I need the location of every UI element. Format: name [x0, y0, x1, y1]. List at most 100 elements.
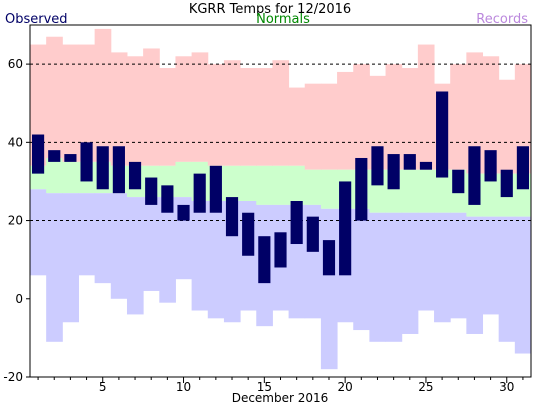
record-high-band [288, 87, 306, 166]
record-high-band [320, 83, 338, 170]
observed-bar [64, 154, 77, 162]
record-low-band [159, 197, 176, 303]
x-tick-label: 10 [176, 380, 191, 394]
record-high-band [143, 48, 160, 166]
observed-bar [128, 161, 142, 190]
record-low-band [353, 208, 370, 331]
y-tick-label: 60 [8, 57, 23, 71]
observed-bar [258, 236, 271, 284]
normal-band [62, 161, 79, 194]
record-high-band [78, 44, 96, 162]
observed-bar [500, 169, 513, 198]
y-tick-label: 0 [15, 292, 23, 306]
normal-band [46, 157, 63, 194]
record-low-band [385, 212, 403, 342]
legend-normals: Normals [256, 12, 310, 27]
x-axis-label: December 2016 [232, 391, 329, 405]
observed-bar [371, 146, 384, 186]
record-high-band [401, 68, 419, 170]
observed-bar [452, 169, 465, 194]
record-low-band [401, 212, 419, 334]
normal-band [434, 169, 451, 213]
observed-bar [339, 181, 352, 276]
record-high-band [272, 60, 290, 166]
normal-band [482, 173, 500, 217]
record-low-band [498, 216, 516, 342]
record-low-band [207, 201, 225, 319]
record-low-band [110, 193, 128, 299]
record-high-band [175, 56, 193, 162]
record-high-band [110, 52, 128, 166]
record-high-band [337, 71, 354, 170]
record-low-band [46, 193, 63, 342]
record-high-band [466, 52, 484, 174]
record-low-band [62, 193, 79, 323]
x-tick-label: 25 [418, 380, 433, 394]
record-high-band [450, 64, 467, 170]
record-high-band [159, 68, 176, 166]
record-high-band [207, 64, 225, 166]
observed-bar [145, 177, 158, 205]
normal-band [320, 169, 338, 209]
record-high-band [385, 64, 403, 170]
record-low-band [320, 208, 338, 370]
observed-bar [403, 154, 416, 170]
observed-bar [96, 146, 109, 190]
record-low-band [369, 212, 387, 342]
record-high-band [482, 56, 500, 174]
y-tick-label: 20 [8, 214, 23, 228]
normal-band [240, 165, 257, 201]
observed-bar [32, 134, 45, 174]
observed-bar [419, 161, 433, 170]
record-high-band [191, 52, 209, 162]
observed-bar [274, 232, 287, 268]
record-high-band [304, 83, 322, 170]
normal-band [401, 169, 419, 213]
x-tick-label: 15 [257, 380, 272, 394]
observed-bar [177, 204, 190, 221]
record-high-band [353, 64, 370, 170]
y-tick-label: 40 [8, 135, 23, 149]
normal-band [417, 169, 435, 213]
observed-bar [193, 173, 206, 213]
observed-bar [322, 240, 336, 276]
observed-bar [48, 150, 61, 162]
record-low-band [417, 212, 435, 311]
record-low-band [466, 216, 484, 334]
observed-bar [468, 146, 481, 205]
observed-bar [80, 142, 93, 182]
observed-bar [516, 146, 529, 190]
record-high-band [223, 60, 241, 166]
observed-bar [484, 150, 497, 182]
record-low-band [434, 212, 451, 323]
record-low-band [143, 197, 160, 291]
record-high-band [46, 36, 63, 158]
x-tick-label: 30 [499, 380, 514, 394]
record-high-band [498, 79, 516, 174]
record-low-band [30, 189, 47, 276]
record-low-band [94, 193, 112, 284]
record-high-band [240, 68, 257, 166]
observed-bar [387, 154, 400, 190]
legend-records: Records [476, 12, 528, 27]
observed-bar [355, 157, 368, 221]
observed-bar [306, 216, 319, 252]
normal-band [223, 165, 241, 201]
x-tick-label: 5 [99, 380, 107, 394]
record-low-band [482, 216, 500, 315]
record-high-band [256, 68, 273, 166]
normal-band [304, 169, 322, 205]
normal-band [288, 165, 306, 205]
plot-area [30, 28, 532, 370]
y-tick-label: -20 [3, 370, 23, 384]
observed-bar [436, 91, 449, 178]
normal-band [175, 161, 193, 198]
record-low-band [126, 197, 144, 315]
observed-bar [290, 201, 303, 245]
normal-band [256, 165, 273, 205]
observed-bar [209, 165, 222, 213]
axes: -20 0 20 40 60 5 10 15 20 25 30 [3, 24, 532, 394]
record-high-band [417, 44, 435, 170]
observed-bar [225, 197, 239, 237]
